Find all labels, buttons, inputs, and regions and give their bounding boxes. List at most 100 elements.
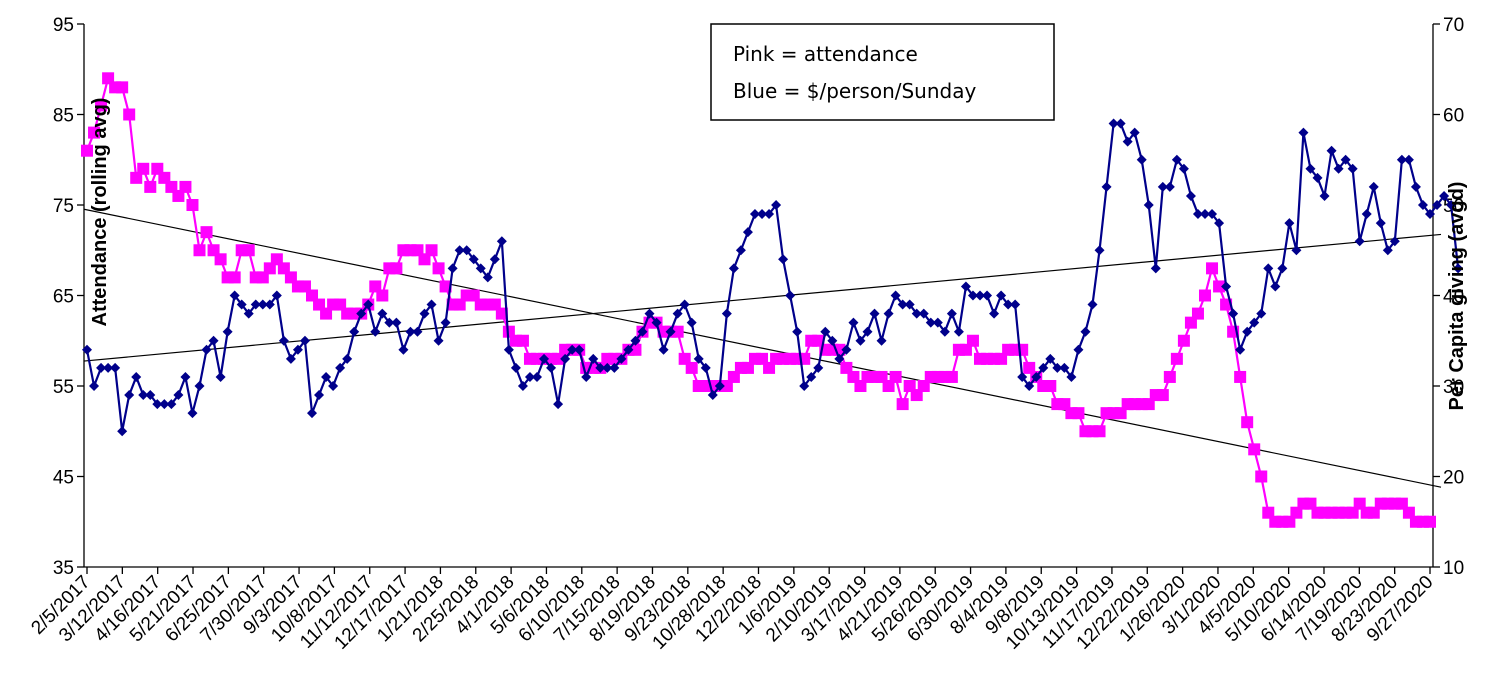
attendance-point <box>854 380 867 392</box>
attendance-point <box>193 244 206 257</box>
attendance-point <box>741 361 754 374</box>
left-tick-label: 75 <box>53 196 74 217</box>
giving-point <box>89 381 100 391</box>
giving-point <box>335 362 346 373</box>
giving-point <box>503 344 514 355</box>
giving-point <box>1017 371 1028 382</box>
attendance-point <box>995 352 1008 365</box>
attendance-point <box>439 280 452 293</box>
giving-point <box>588 353 599 364</box>
giving-point <box>384 317 395 328</box>
attendance-point <box>516 334 529 347</box>
giving-point <box>1066 371 1077 382</box>
giving-point <box>349 326 360 337</box>
right-tick-label: 20 <box>1443 468 1464 489</box>
attendance-point <box>1198 289 1211 302</box>
giving-point <box>1087 299 1098 310</box>
giving-point <box>1150 263 1161 274</box>
attendance-point <box>727 370 740 383</box>
giving-point <box>1038 362 1049 373</box>
giving-point <box>1143 200 1154 210</box>
attendance-point <box>1191 307 1204 320</box>
left-tick-label: 55 <box>53 377 74 398</box>
giving-point <box>637 326 648 337</box>
giving-point <box>194 381 205 391</box>
attendance-series <box>81 72 1436 528</box>
giving-line <box>85 122 1460 432</box>
giving-point <box>771 200 782 210</box>
giving-point <box>700 362 711 373</box>
giving-point <box>904 299 915 310</box>
attendance-point <box>678 352 691 365</box>
giving-point <box>440 317 451 328</box>
attendance-point <box>1114 407 1127 420</box>
attendance-point <box>875 370 888 383</box>
giving-point <box>271 290 282 301</box>
attendance-point <box>263 262 276 275</box>
attendance-point <box>320 307 333 320</box>
attendance-point <box>1213 280 1226 293</box>
giving-point <box>1256 308 1267 319</box>
attendance-point <box>207 244 220 257</box>
giving-point <box>1312 172 1323 183</box>
giving-point <box>1439 190 1450 201</box>
giving-point <box>890 290 901 301</box>
attendance-point <box>896 398 909 411</box>
axes <box>77 23 1440 574</box>
attendance-point <box>1290 506 1303 519</box>
right-tick-label: 70 <box>1443 15 1464 36</box>
giving-point <box>728 263 739 274</box>
giving-point <box>243 308 254 319</box>
giving-point <box>391 317 402 328</box>
giving-point <box>862 326 873 337</box>
giving-point <box>1045 353 1056 364</box>
giving-point <box>581 371 592 382</box>
attendance-point <box>137 162 150 175</box>
giving-point <box>152 399 163 410</box>
giving-point <box>1199 209 1210 220</box>
giving-point <box>433 335 444 346</box>
giving-point <box>595 362 606 373</box>
giving-point <box>911 308 922 319</box>
giving-point <box>1221 281 1232 292</box>
giving-point <box>1242 326 1253 337</box>
giving-point <box>110 362 121 373</box>
giving-point <box>131 371 142 382</box>
giving-point <box>124 390 135 401</box>
left-tick-label: 65 <box>53 287 74 308</box>
giving-point <box>1235 344 1246 355</box>
giving-point <box>1389 236 1400 247</box>
giving-point <box>1003 299 1014 310</box>
attendance-point <box>1304 497 1317 510</box>
giving-point <box>785 290 796 301</box>
giving-point <box>166 399 177 410</box>
giving-point <box>475 263 486 274</box>
giving-point <box>1347 163 1358 174</box>
giving-point <box>574 344 585 355</box>
attendance-point <box>81 144 93 157</box>
attendance-point <box>228 271 241 284</box>
giving-point <box>1446 200 1457 210</box>
attendance-point <box>882 380 895 392</box>
giving-point <box>82 344 92 355</box>
right-axis-label: Per Capita giving (avgd) <box>1446 182 1468 411</box>
attendance-point <box>945 370 958 383</box>
giving-point <box>180 371 191 382</box>
giving-point <box>1178 163 1189 174</box>
giving-point <box>292 344 303 355</box>
attendance-point <box>756 352 769 365</box>
attendance-point <box>1170 352 1183 365</box>
giving-point <box>806 371 817 382</box>
giving-point <box>841 344 852 355</box>
attendance-point <box>425 244 438 257</box>
attendance-point <box>910 389 923 402</box>
attendance-point <box>1283 515 1296 528</box>
giving-point <box>658 344 669 355</box>
giving-point <box>567 344 578 355</box>
giving-point <box>1453 263 1464 274</box>
giving-point <box>827 335 838 346</box>
attendance-point <box>1395 497 1408 510</box>
attendance-point <box>1044 380 1057 392</box>
giving-point <box>117 426 128 437</box>
attendance-point <box>1023 361 1036 374</box>
